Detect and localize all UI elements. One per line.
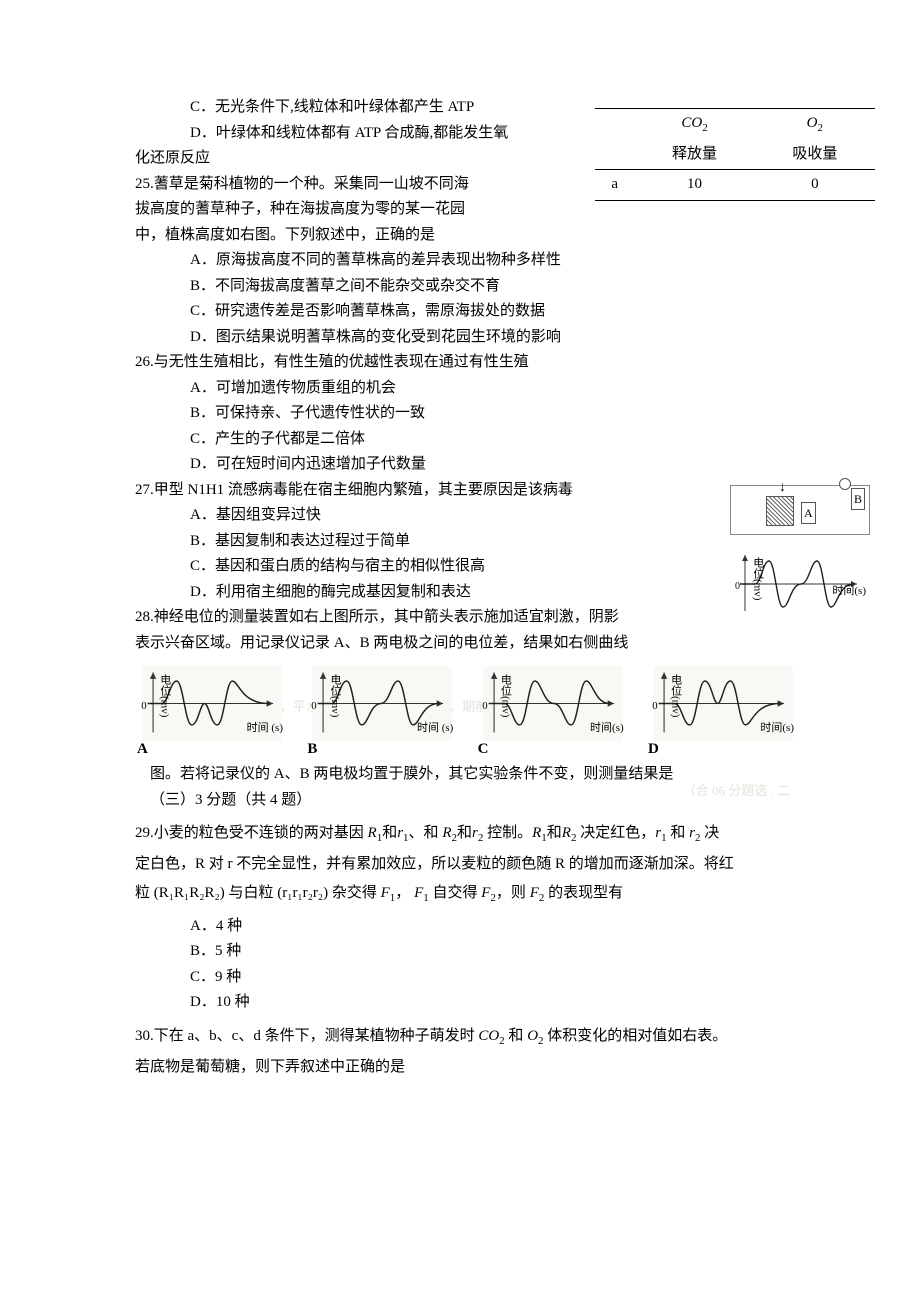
q26-optB: B．可保持亲、子代遗传性状的一致	[135, 401, 800, 427]
q26-stem: 26.与无性生殖相比，有性生殖的优越性表现在通过有性生殖	[135, 350, 800, 376]
q27-optB: B．基因复制和表达过程过于简单	[135, 529, 800, 555]
q27-optC: C．基因和蛋白质的结构与宿主的相似性很高	[135, 554, 800, 580]
q29-l2: 定白色，R 对 r 不完全显性，并有累加效应，所以麦粒的颜色随 R 的增加而逐渐…	[135, 852, 800, 878]
svg-text:0: 0	[482, 700, 487, 712]
wave-option-C: 0 电位(mv) 时间(s) C	[478, 666, 628, 756]
nerve-diagram: ↓ A B 0 电位(mv) 时间(s)	[730, 485, 870, 619]
wave-options-row: 0 电位(mv) 时间 (s) A 0 电位(mv) 时间 (s) B 0 电	[135, 666, 800, 756]
wave-option-A: 0 电位(mv) 时间 (s) A	[137, 666, 287, 756]
q30-l1: 30.下在 a、b、c、d 条件下，测得某植物种子萌发时 CO2 和 O2 体积…	[135, 1024, 800, 1051]
q26-optD: D．可在短时间内迅速增加子代数量	[135, 452, 800, 478]
q26-optA: A．可增加遗传物质重组的机会	[135, 376, 800, 402]
q30-l2: 若底物是葡萄糖，则下弄叙述中正确的是	[135, 1055, 800, 1081]
q27-optD: D．利用宿主细胞的酶完成基因复制和表达	[135, 580, 800, 606]
q29-optB: B．5 种	[135, 939, 800, 965]
q25-stem-l3: 中，植株高度如右图。下列叙述中，正确的是	[135, 223, 800, 249]
q24-optD-l1: D．叶绿体和线粒体都有 ATP 合成酶,都能发生氧	[135, 121, 800, 147]
q27-stem: 27.甲型 N1H1 流感病毒能在宿主细胞内繁殖，其主要原因是该病毒	[135, 478, 800, 504]
wave-option-B: 0 电位(mv) 时间 (s) B	[307, 666, 457, 756]
q29-l1: 29.小麦的粒色受不连锁的两对基因 R1和r1、和 R2和r2 控制。R1和R2…	[135, 821, 800, 848]
q25-stem-l2: 拔高度的蓍草种子，种在海拔高度为零的某一花园	[135, 197, 800, 223]
section-3-header: （三）3 分题（共 4 题）	[135, 788, 800, 814]
q27-optA: A．基因组变异过快	[135, 503, 800, 529]
q29-optA: A．4 种	[135, 914, 800, 940]
svg-text:0: 0	[652, 700, 657, 712]
q25-optA: A．原海拔高度不同的蓍草株高的差异表现出物种多样性	[135, 248, 800, 274]
svg-text:0: 0	[312, 700, 317, 712]
svg-text:0: 0	[735, 581, 740, 592]
q26-optC: C．产生的子代都是二倍体	[135, 427, 800, 453]
q25-optB: B．不同海拔高度蓍草之间不能杂交或杂交不育	[135, 274, 800, 300]
q24-optD-l2: 化还原反应	[135, 146, 800, 172]
q29-l3: 粒 (R₁R₁R₂R₂) 与白粒 (r₁r₁r₂r₂) 杂交得 F1， F1 自…	[135, 881, 800, 908]
svg-text:0: 0	[141, 700, 146, 712]
q25-optC: C．研究遗传差是否影响蓍草株高，需原海拔处的数据	[135, 299, 800, 325]
q28-after: 图。若将记录仪的 A、B 两电极均置于膜外，其它实验条件不变，则测量结果是	[135, 762, 800, 788]
q28-stem-l2: 表示兴奋区域。用记录仪记录 A、B 两电极之间的电位差，结果如右侧曲线	[135, 631, 800, 657]
q29-optC: C．9 种	[135, 965, 800, 991]
q25-stem-l1: 25.蓍草是菊科植物的一个种。采集同一山坡不同海	[135, 172, 800, 198]
wave-option-D: 0 电位(mv) 时间(s) D	[648, 666, 798, 756]
q25-optD: D．图示结果说明蓍草株高的变化受到花园生环境的影响	[135, 325, 800, 351]
q24-optC: C．无光条件下,线粒体和叶绿体都产生 ATP	[135, 95, 800, 121]
q29-optD: D．10 种	[135, 990, 800, 1016]
q28-stem-l1: 28.神经电位的测量装置如右上图所示，其中箭头表示施加适宜刺激，阴影	[135, 605, 800, 631]
